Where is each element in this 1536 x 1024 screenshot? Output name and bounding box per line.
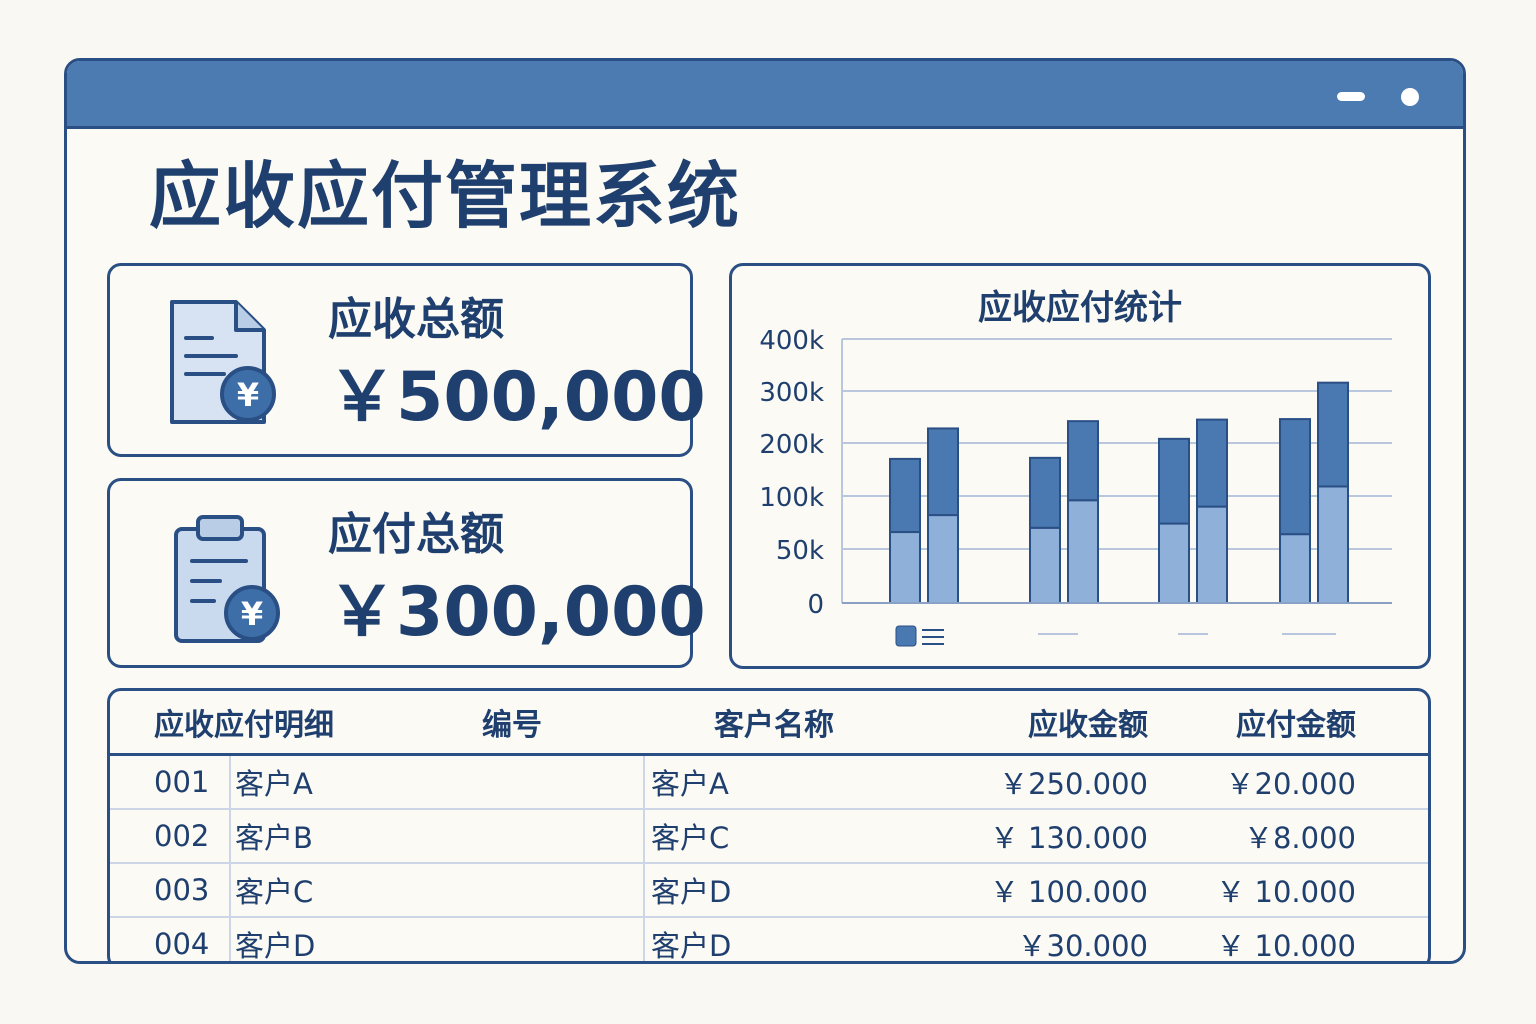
detail-table: 应收应付明细 编号 客户名称 应收金额 应付金额 001 客户A 客户A ￥250.0… bbox=[110, 691, 1428, 963]
row-id: 003 bbox=[110, 863, 231, 918]
chart-bar-upper bbox=[1029, 456, 1061, 529]
header-id: 编号 bbox=[230, 691, 644, 756]
receivable-total-label: 应收总额 bbox=[328, 294, 504, 345]
chart-y-tick-label: 50k bbox=[776, 536, 824, 566]
page-title: 应收应付管理系统 bbox=[149, 154, 742, 238]
row-id: 002 bbox=[110, 809, 231, 864]
chart-y-tick-label: 400k bbox=[759, 326, 824, 356]
chart-bar-upper bbox=[889, 457, 921, 534]
invoice-yen-icon: ¥ bbox=[170, 300, 276, 424]
window-titlebar bbox=[67, 61, 1463, 129]
chart-bar-upper bbox=[1158, 437, 1190, 525]
chart-bar-lower bbox=[1196, 505, 1228, 605]
row-customer-code: 客户A bbox=[230, 754, 645, 810]
app-window: 应收应付管理系统 ¥ 应收总额 ￥500,000 ¥ 应付总额 ￥300,000 bbox=[64, 58, 1466, 964]
header-customer: 客户名称 bbox=[644, 691, 928, 756]
chart-bar-lower bbox=[927, 514, 959, 604]
table-header-row: 应收应付明细 编号 客户名称 应收金额 应付金额 bbox=[110, 691, 1428, 756]
row-payable-amount: ￥20.000 bbox=[1178, 754, 1428, 810]
chart-bar-upper bbox=[1279, 418, 1311, 536]
row-customer-name: 客户D bbox=[644, 863, 928, 918]
chart-bar-upper bbox=[1317, 381, 1349, 488]
chart-bar-lower bbox=[1158, 522, 1190, 604]
row-payable-amount: ￥8.000 bbox=[1178, 809, 1428, 864]
clipboard-yen-icon: ¥ bbox=[174, 515, 280, 643]
header-receivable: 应收金额 bbox=[928, 691, 1178, 756]
chart-bar-lower bbox=[1317, 485, 1349, 605]
row-customer-name: 客户A bbox=[644, 754, 928, 810]
chart-bar-upper bbox=[1067, 420, 1099, 502]
payable-total-label: 应付总额 bbox=[328, 509, 504, 560]
svg-text:¥: ¥ bbox=[241, 595, 263, 633]
table-row[interactable]: 004 客户D 客户D ￥30.000 ￥ 10.000 bbox=[110, 917, 1428, 963]
chart-bar-lower bbox=[1279, 533, 1311, 604]
payable-total-value: ￥300,000 bbox=[328, 573, 706, 652]
table-row[interactable]: 001 客户A 客户A ￥250.000 ￥20.000 bbox=[110, 754, 1428, 810]
svg-text:¥: ¥ bbox=[237, 376, 259, 414]
table-row[interactable]: 002 客户B 客户C ￥ 130.000 ￥8.000 bbox=[110, 809, 1428, 864]
payable-summary-card: ¥ 应付总额 ￥300,000 bbox=[107, 478, 706, 668]
chart-y-tick-label: 300k bbox=[759, 378, 824, 408]
stats-chart-card: 应收应付统计 0 50k 100k 200k 300k 400k bbox=[729, 263, 1431, 669]
chart-legend-swatch bbox=[895, 625, 917, 647]
chart-y-tick-label: 100k bbox=[759, 483, 824, 513]
chart-y-tick-label: 0 bbox=[807, 590, 824, 620]
detail-table-card: 应收应付明细 编号 客户名称 应收金额 应付金额 001 客户A 客户A ￥250.0… bbox=[107, 688, 1431, 963]
row-id: 001 bbox=[110, 754, 231, 810]
row-payable-amount: ￥ 10.000 bbox=[1216, 929, 1356, 963]
table-row[interactable]: 003 客户C 客户D ￥ 100.000 ￥ 10.000 bbox=[110, 863, 1428, 918]
row-customer-code: 客户C bbox=[230, 863, 645, 918]
minimize-icon[interactable] bbox=[1337, 92, 1365, 101]
row-customer-name: 客户D bbox=[651, 929, 732, 963]
header-detail: 应收应付明细 bbox=[110, 691, 334, 756]
close-icon[interactable] bbox=[1401, 88, 1419, 106]
row-customer-name: 客户C bbox=[644, 809, 928, 864]
row-receivable-amount: ￥250.000 bbox=[928, 754, 1178, 810]
chart-bar-lower bbox=[1029, 526, 1061, 604]
stats-bar-chart: 0 50k 100k 200k 300k 400k bbox=[759, 326, 1392, 647]
row-id: 004 bbox=[110, 917, 231, 961]
chart-y-tick-label: 200k bbox=[759, 430, 824, 460]
row-payable-amount: ￥ 10.000 bbox=[1178, 863, 1428, 918]
chart-bar-lower bbox=[889, 531, 921, 605]
chart-bar-upper bbox=[927, 427, 959, 517]
row-receivable-amount: ￥ 130.000 bbox=[928, 809, 1178, 864]
row-receivable-amount: ￥30.000 bbox=[1017, 929, 1148, 963]
header-payable: 应付金额 bbox=[1178, 691, 1428, 756]
row-customer-code: 客户B bbox=[230, 809, 645, 864]
chart-title: 应收应付统计 bbox=[978, 288, 1182, 328]
row-customer-code: 客户D bbox=[230, 917, 645, 961]
receivable-total-value: ￥500,000 bbox=[328, 358, 706, 437]
receivable-summary-card: ¥ 应收总额 ￥500,000 bbox=[107, 263, 706, 457]
chart-bar-upper bbox=[1196, 418, 1228, 508]
row-receivable-amount: ￥ 100.000 bbox=[928, 863, 1178, 918]
chart-bar-lower bbox=[1067, 499, 1099, 605]
